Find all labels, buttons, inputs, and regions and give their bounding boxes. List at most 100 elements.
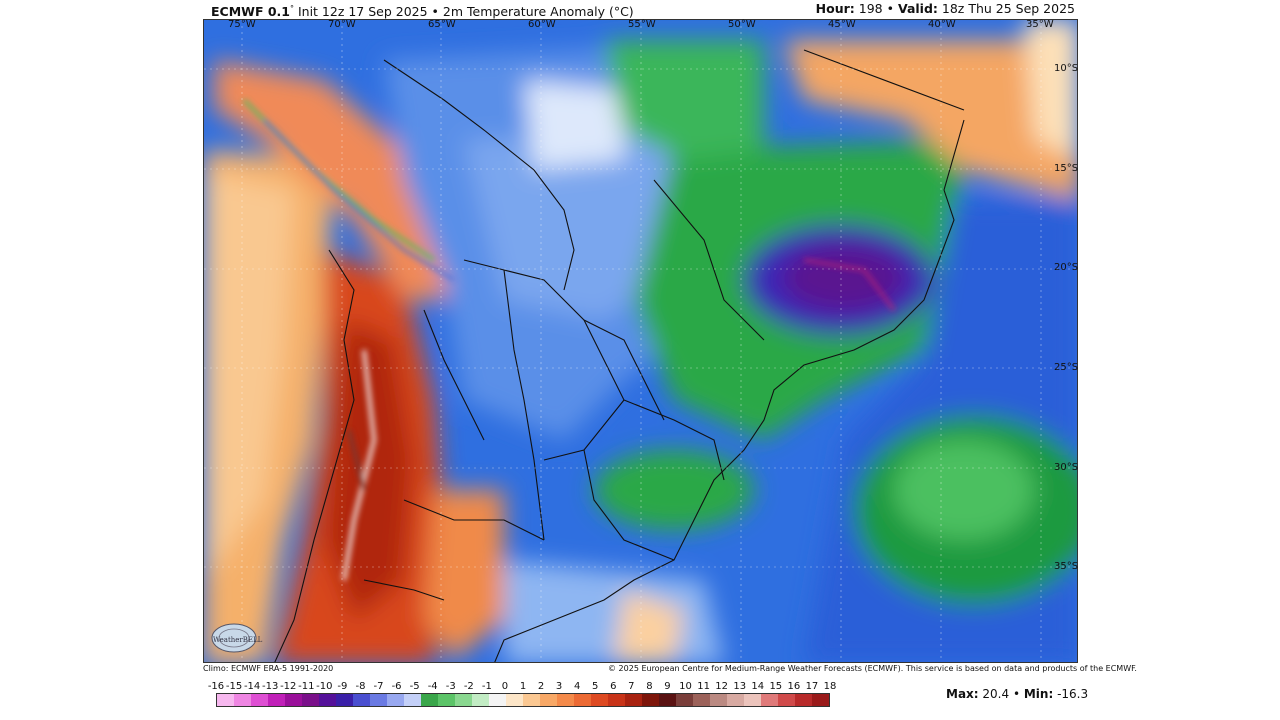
colorbar-tick-label: -15 [225,681,243,692]
climo-credit: Climo: ECMWF ERA-5 1991-2020 [203,664,334,673]
min-label: Min: [1023,687,1054,701]
colorbar-tick-label: -4 [427,681,438,692]
colorbar-swatch [642,694,659,706]
colorbar-tick-label: -2 [463,681,474,692]
lon-label-70w: 70°W [328,19,356,30]
colorbar-swatch [523,694,540,706]
hour-value: 198 • [854,1,898,16]
colorbar-tick-label: -12 [280,681,297,692]
map-header: ECMWF 0.1° Init 12z 17 Sep 2025 • 2m Tem… [205,0,1075,21]
lat-label-35s: 35°S [1054,561,1079,572]
colorbar-tick-label: 4 [573,681,581,692]
colorbar-swatch [336,694,353,706]
header-valid: Hour: 198 • Valid: 18z Thu 25 Sep 2025 [816,0,1075,18]
colorbar-swatch [455,694,472,706]
colorbar-swatch [353,694,370,706]
temperature-anomaly-map [203,19,1078,663]
lon-label-55w: 55°W [628,19,656,30]
lon-label-75w: 75°W [228,19,256,30]
colorbar-tick-label: 7 [628,681,635,692]
colorbar-labels: -16 -15 -14 -13 -12 -11 -10 -9 -8 -7 -6 -5 -4 -3 -2 -1 0… [208,681,837,693]
colorbar-swatch [387,694,404,706]
graticule [204,20,1077,662]
lat-label-15s: 15°S [1054,163,1079,174]
max-label: Max: [946,687,979,701]
colorbar-swatch [744,694,761,706]
lon-label-40w: 40°W [928,19,956,30]
colorbar-swatch [778,694,795,706]
colorbar-swatch [540,694,557,706]
colorbar-tick-label: 14 [751,681,765,692]
colorbar-tick-label: -9 [337,681,348,692]
colorbar-tick-label: -11 [298,681,315,692]
colorbar-tick-label: -1 [481,681,492,692]
max-min-readout: Max: 20.4 • Min: -16.3 [946,686,1088,702]
colorbar-tick-label: 13 [733,681,747,692]
lat-label-20s: 20°S [1054,262,1079,273]
lon-label-45w: 45°W [828,19,856,30]
colorbar-tick-label: 2 [537,681,545,692]
colorbar-swatch [302,694,319,706]
colorbar-swatch [251,694,268,706]
colorbar-swatch [421,694,438,706]
colorbar-tick-label: 11 [697,681,710,692]
lon-label-50w: 50°W [728,19,756,30]
map-graphic [204,20,1077,662]
lat-label-30s: 30°S [1054,462,1079,473]
model-degree: ° [289,4,294,13]
colorbar-tick-label: 5 [592,681,599,692]
anomaly-field [204,20,1077,662]
lat-label-25s: 25°S [1054,362,1079,373]
colorbar-swatch [489,694,506,706]
colorbar-swatch [608,694,625,706]
lon-label-35w: 35°W [1026,19,1054,30]
model-name: ECMWF 0.1 [211,4,290,20]
max-min-separator: • [1009,687,1024,701]
colorbar-tick-label: -13 [262,681,279,692]
colorbar-tick-label: 15 [769,681,783,692]
hour-label: Hour: [815,1,855,16]
colorbar-tick-label: -5 [409,681,420,692]
andes-detail [242,98,896,581]
svg-text:WeatherBELL: WeatherBELL [213,636,263,644]
colorbar-tick-label: -3 [445,681,456,692]
colorbar-swatch [472,694,489,706]
colorbar-swatch [234,694,251,706]
valid-label: Valid: [897,1,938,16]
colorbar-swatch [727,694,744,706]
colorbar-swatch [557,694,574,706]
min-value: -16.3 [1053,687,1089,701]
colorbar-swatch [319,694,336,706]
colorbar-tick-label: 12 [715,681,728,692]
lon-label-65w: 65°W [428,19,456,30]
colorbar-swatch [404,694,421,706]
init-and-field: Init 12z 17 Sep 2025 • 2m Temperature An… [293,4,634,20]
header-title: ECMWF 0.1° Init 12z 17 Sep 2025 • 2m Tem… [211,0,634,21]
colorbar-tick-label: 18 [823,681,837,692]
colorbar-swatch [438,694,455,706]
colorbar-swatch [812,694,829,706]
colorbar-tick-label: 0 [501,681,509,692]
colorbar-swatch [710,694,727,706]
colorbar-tick-label: 10 [679,681,692,692]
colorbar [216,693,830,707]
valid-value: 18z Thu 25 Sep 2025 [937,1,1075,16]
colorbar-swatch [693,694,710,706]
colorbar-tick-label: -16 [207,681,225,692]
colorbar-swatch [761,694,778,706]
colorbar-swatch [370,694,387,706]
colorbar-swatch [574,694,591,706]
colorbar-swatch [795,694,812,706]
colorbar-swatch [659,694,676,706]
lat-label-10s: 10°S [1054,63,1079,74]
colorbar-swatch [268,694,285,706]
colorbar-swatch [591,694,608,706]
colorbar-tick-label: 17 [805,681,819,692]
weatherbell-logo: WeatherBELL [211,623,263,653]
colorbar-swatch [506,694,523,706]
colorbar-swatch [285,694,302,706]
coastlines-and-borders [274,49,965,662]
colorbar-swatch [625,694,642,706]
colorbar-tick-label: 8 [646,681,653,692]
colorbar-tick-label: 6 [610,681,617,692]
